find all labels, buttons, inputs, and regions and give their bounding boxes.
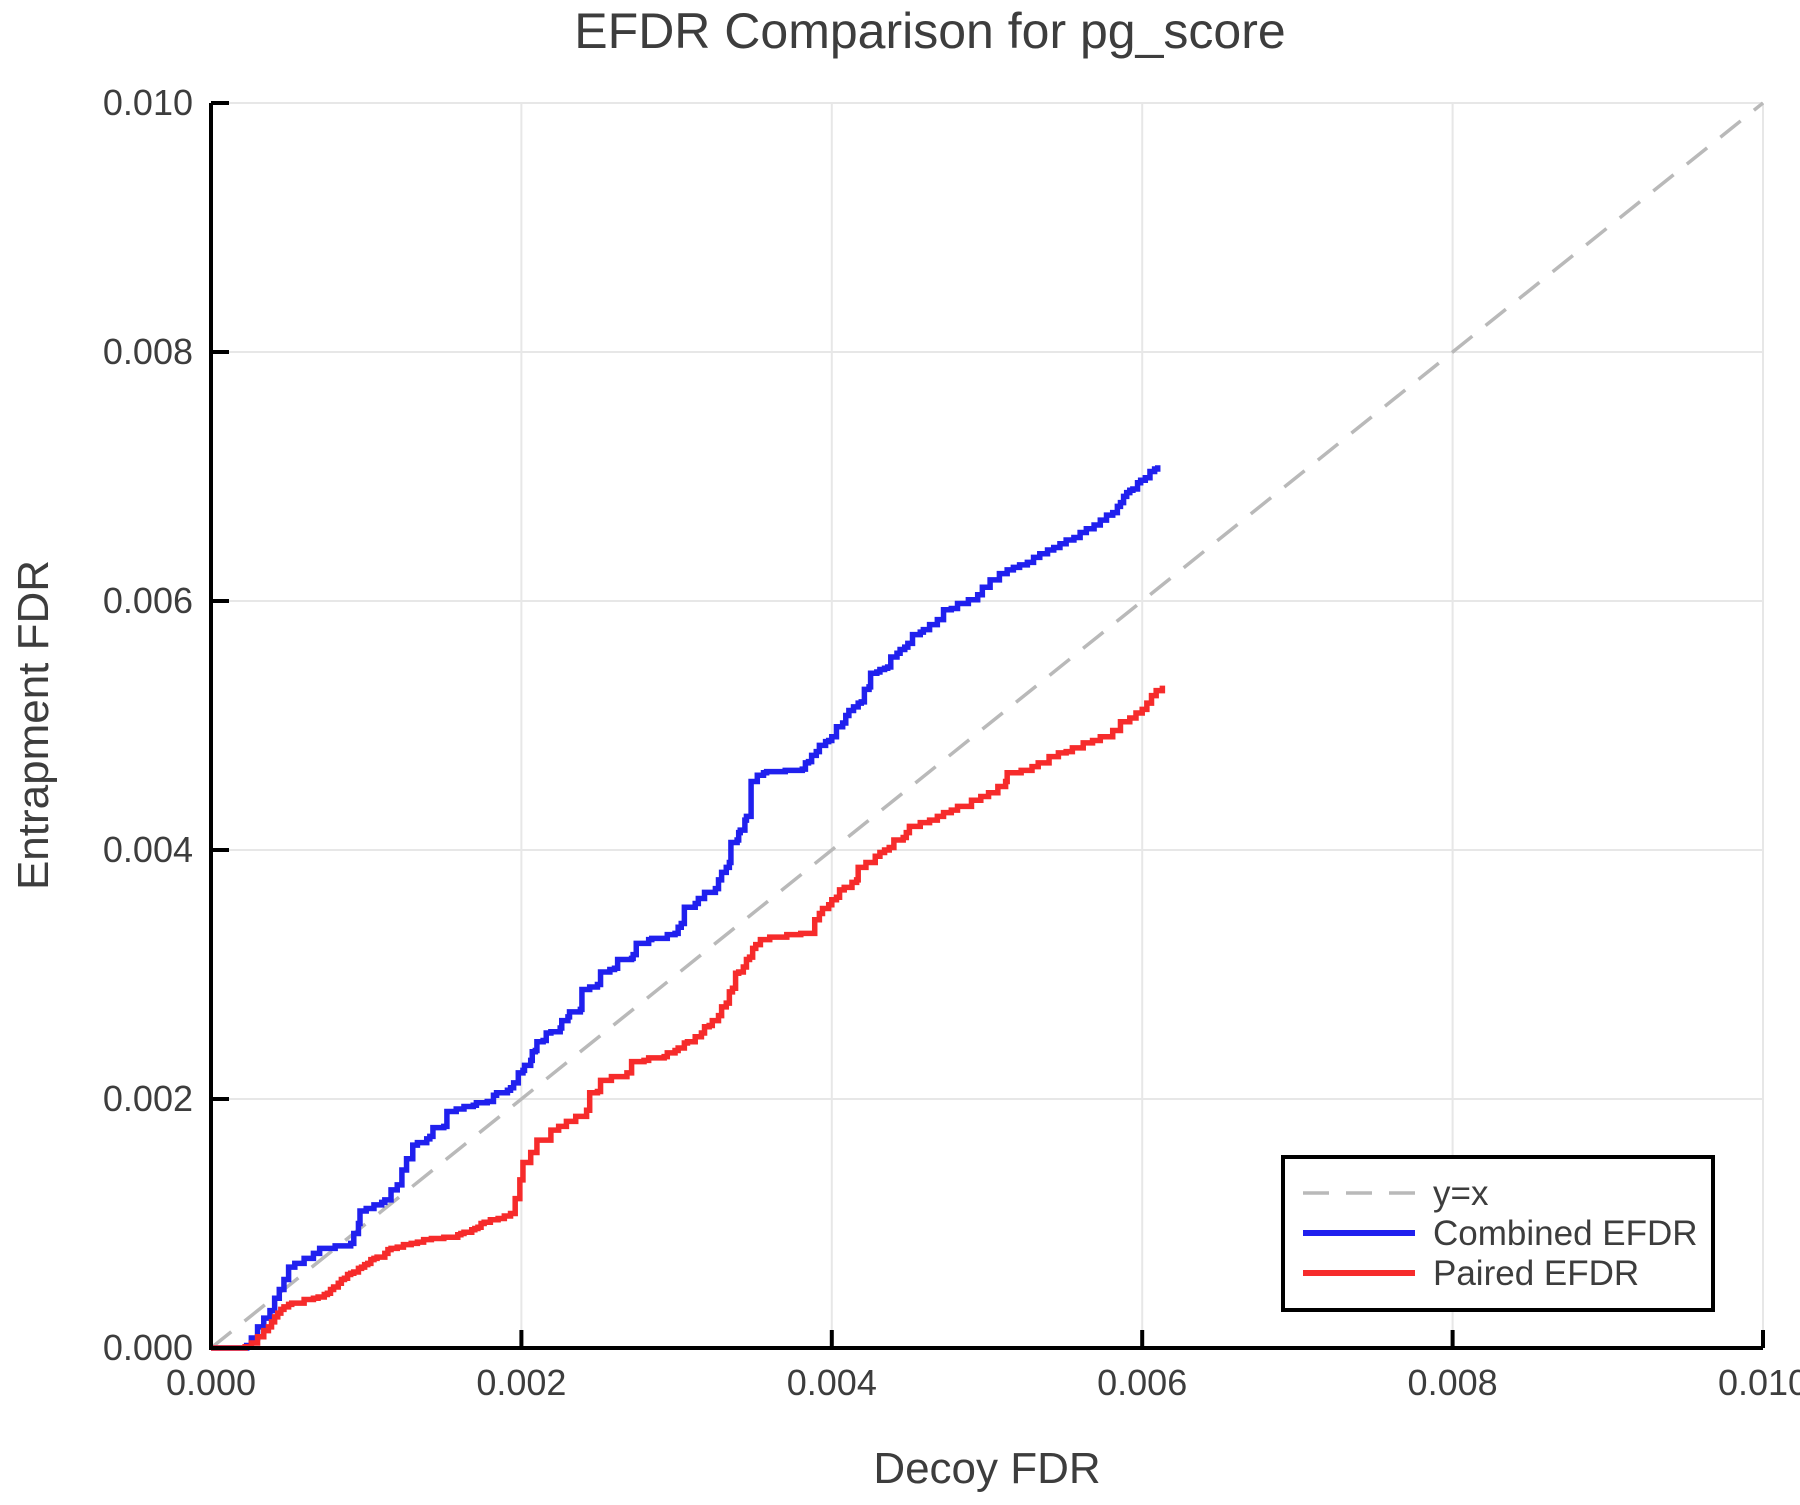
tick-labels: 0.000 0.002 0.004 0.006 0.008 0.010 0.000 0.002… <box>103 82 1800 1403</box>
gridlines <box>211 102 1764 1348</box>
y-tick-label: 0.010 <box>103 82 193 123</box>
y-tick-label: 0.008 <box>103 331 193 372</box>
axis-ticks <box>209 101 1765 1350</box>
legend-label: y=x <box>1433 1174 1489 1213</box>
combined-efdr-line <box>211 465 1161 1351</box>
x-tick-label: 0.002 <box>476 1362 566 1403</box>
axis-spines <box>209 103 1763 1350</box>
y-axis-label: Entrapment FDR <box>9 560 58 890</box>
y-tick-label: 0.006 <box>103 580 193 621</box>
reference-line-layer <box>209 101 1765 1350</box>
x-axis-label: Decoy FDR <box>873 1444 1100 1493</box>
chart-title: EFDR Comparison for pg_score <box>574 3 1285 59</box>
x-tick-label: 0.006 <box>1097 1362 1187 1403</box>
x-tick-label: 0.008 <box>1408 1362 1498 1403</box>
x-tick-label: 0.010 <box>1718 1362 1800 1403</box>
y-tick-label: 0.004 <box>103 829 193 870</box>
legend-label: Combined EFDR <box>1433 1214 1698 1253</box>
series-layer <box>211 465 1166 1351</box>
y-tick-label: 0.002 <box>103 1078 193 1119</box>
legend-label: Paired EFDR <box>1433 1254 1639 1293</box>
x-tick-label: 0.004 <box>787 1362 877 1403</box>
y-equals-x-line <box>209 101 1765 1350</box>
x-tick-label: 0.000 <box>166 1362 256 1403</box>
y-tick-label: 0.000 <box>103 1327 193 1368</box>
paired-efdr-line <box>211 685 1166 1351</box>
